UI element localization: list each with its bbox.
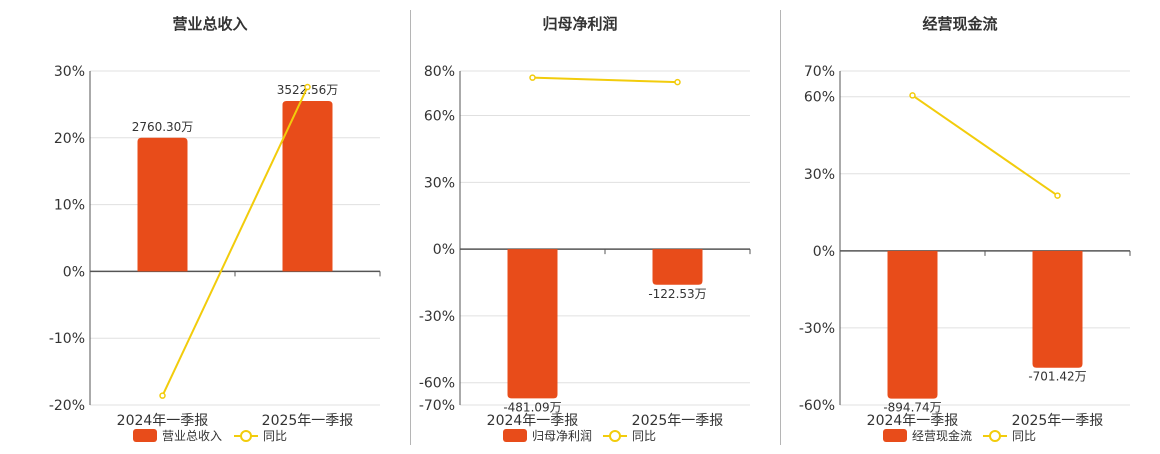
bar — [507, 249, 558, 399]
bar — [1032, 250, 1083, 368]
panel-divider — [410, 10, 411, 445]
net-profit-chart: 归母净利润 -70% -60% -30% 0% 30% 60% 80% 2024年一季报 202… — [419, 15, 751, 443]
y-tick-label: 0% — [63, 264, 85, 280]
y-tick-label: 10% — [54, 198, 85, 214]
category-label: 2025年一季报 — [262, 413, 354, 429]
net-profit-panel: 归母净利润 -70% -60% -30% 0% 30% 60% 80% 2024年一季报 202… — [400, 0, 780, 450]
y-tick-label: 70% — [804, 64, 835, 80]
y-tick-label: 30% — [804, 167, 835, 183]
yoy-line — [532, 76, 678, 84]
bar — [282, 101, 333, 272]
y-tick-label: -10% — [49, 331, 85, 347]
y-tick-label: 60% — [424, 109, 455, 125]
y-tick-label: 30% — [424, 175, 455, 191]
legend-bar-swatch — [503, 429, 527, 442]
y-tick-label: 60% — [804, 90, 835, 106]
legend-line-label: 同比 — [1012, 429, 1036, 443]
category-label: 2025年一季报 — [1012, 413, 1104, 429]
category-label: 2024年一季报 — [487, 413, 579, 429]
cash-flow-panel: 经营现金流 -60% -30% 0% 30% 60% 70% 2024年一季报 2025年一季… — [780, 0, 1160, 450]
legend-bar-label: 经营现金流 — [912, 428, 972, 443]
legend-bar-swatch — [883, 429, 907, 442]
cash-flow-legend: 经营现金流 同比 — [883, 428, 1036, 443]
bar-value-label: -481.09万 — [503, 400, 561, 414]
y-tick-label: 0% — [813, 244, 835, 260]
bar — [652, 249, 703, 285]
y-tick-label: -70% — [419, 398, 455, 414]
yoy-point — [159, 392, 166, 399]
panel-divider — [780, 10, 781, 445]
net-profit-chart-title: 归母净利润 — [542, 15, 617, 33]
bar-value-label: -122.53万 — [648, 287, 706, 301]
y-tick-label: 80% — [424, 64, 455, 80]
y-tick-label: -60% — [799, 398, 835, 414]
cash-flow-chart: 经营现金流 -60% -30% 0% 30% 60% 70% 2024年一季报 2025年一季… — [799, 15, 1131, 443]
yoy-point — [674, 78, 681, 86]
yoy-line — [911, 94, 1059, 197]
legend-bar-swatch — [133, 429, 157, 442]
category-label: 2024年一季报 — [117, 413, 209, 429]
category-label: 2025年一季报 — [632, 413, 724, 429]
y-tick-label: -30% — [419, 309, 455, 325]
bar-value-label: 2760.30万 — [132, 120, 194, 134]
y-tick-label: 30% — [54, 64, 85, 80]
revenue-chart-title: 营业总收入 — [172, 15, 247, 33]
yoy-point — [529, 74, 536, 81]
category-label: 2024年一季报 — [867, 413, 959, 429]
bar-value-label: -701.42万 — [1028, 370, 1086, 384]
revenue-panel: 营业总收入 -20% -10% 0% 10% 20% 30% 2024年一季报 2025年一季… — [0, 0, 400, 450]
y-tick-label: -60% — [419, 376, 455, 392]
yoy-point — [304, 83, 311, 91]
y-tick-label: 20% — [54, 131, 85, 147]
bar — [137, 137, 188, 272]
revenue-legend: 营业总收入 同比 — [133, 429, 287, 443]
y-tick-label: -20% — [49, 398, 85, 414]
cash-flow-chart-title: 经营现金流 — [922, 15, 997, 33]
legend-line-marker — [240, 430, 252, 442]
bar — [887, 250, 938, 399]
legend-line-marker — [989, 430, 1001, 442]
legend-line-marker — [609, 430, 621, 442]
yoy-line — [161, 86, 309, 397]
net-profit-legend: 归母净利润 同比 — [503, 429, 656, 443]
y-tick-label: 0% — [433, 242, 455, 258]
y-tick-label: -30% — [799, 321, 835, 337]
legend-bar-label: 营业总收入 — [162, 429, 222, 443]
legend-line-label: 同比 — [632, 429, 656, 443]
bar-value-label: -894.74万 — [883, 401, 941, 415]
revenue-chart: 营业总收入 -20% -10% 0% 10% 20% 30% 2024年一季报 2025年一季… — [49, 15, 381, 443]
yoy-point — [1054, 192, 1061, 199]
yoy-point — [909, 92, 916, 99]
legend-line-label: 同比 — [263, 429, 287, 443]
legend-bar-label: 归母净利润 — [532, 429, 592, 443]
